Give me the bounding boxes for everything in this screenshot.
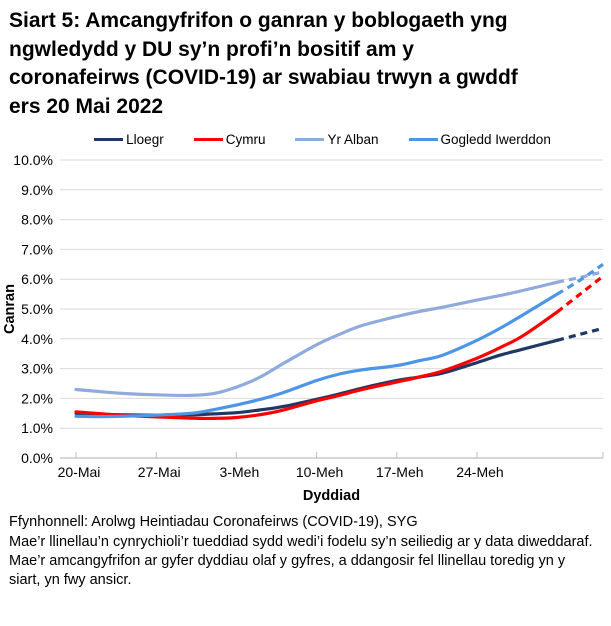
footer: Ffynhonnell: Arolwg Heintiadau Coronafei… [9, 513, 599, 591]
series-line-dashed-lloegr [556, 327, 604, 343]
note-text: Mae’r llinellau’n cynrychioli’r tueddiad… [9, 533, 593, 589]
chart-title-line-4: ers 20 Mai 2022 [9, 94, 164, 118]
chart-title-line-2: ngwledydd y DU sy’n profi’n bositif am y [9, 37, 414, 61]
legend: Lloegr Cymru Yr Alban Gogledd Iwerddon [34, 130, 611, 148]
x-axis-title: Dyddiad [303, 488, 360, 504]
series-line-gogledd-iwerddon [74, 292, 559, 419]
chart-title-line-1: Siart 5: Amcangyfrifon o ganran y boblog… [9, 9, 508, 32]
y-tick-label: 5.0% [21, 301, 53, 317]
legend-label: Cymru [225, 131, 266, 147]
x-tick-label: 20-Mai [58, 464, 101, 480]
x-tick-label: 24-Meh [456, 464, 503, 480]
legend-item-yr-alban: Yr Alban [295, 131, 379, 147]
series-line-cymru [74, 310, 559, 421]
series-line-dashed-gogledd-iwerddon [556, 263, 604, 296]
y-tick-label: 8.0% [21, 212, 53, 228]
chart-title-line-3: coronafeirws (COVID-19) ar swabiau trwyn… [9, 66, 518, 90]
legend-label: Lloegr [126, 131, 164, 147]
y-tick-label: 10.0% [13, 152, 53, 168]
y-tick-label: 1.0% [21, 420, 53, 436]
chart-svg: 0.0% 1.0% 2.0% 3.0% 4.0% 5.0% 6.0% 7.0% 8.0% 9.0%… [2, 152, 604, 504]
y-tick-label: 7.0% [21, 242, 53, 258]
series-line-dashed-cymru [556, 275, 604, 314]
y-tick-label: 4.0% [21, 331, 53, 347]
series-line-lloegr [74, 338, 559, 417]
legend-line-swatch-icon [295, 137, 325, 141]
y-tick-label: 0.0% [21, 450, 53, 466]
chart-title: Siart 5: Amcangyfrifon o ganran y boblog… [9, 7, 603, 121]
legend-line-swatch-icon [193, 137, 223, 141]
legend-item-lloegr: Lloegr [94, 132, 164, 147]
legend-line-swatch-icon [408, 137, 438, 141]
legend-item-gogledd-iwerddon: Gogledd Iwerddon [408, 131, 551, 147]
series-line-dashed-yr-alban [556, 270, 604, 284]
x-tick-label: 3-Meh [220, 464, 260, 480]
y-axis-title: Canran [2, 284, 18, 334]
x-tick-label: 17-Meh [376, 464, 423, 480]
legend-label: Yr Alban [327, 131, 379, 147]
legend-line-swatch-icon [94, 137, 124, 141]
source-text: Ffynhonnell: Arolwg Heintiadau Coronafei… [9, 514, 418, 531]
y-tick-label: 9.0% [21, 182, 53, 198]
y-tick-label: 3.0% [21, 361, 53, 377]
legend-item-cymru: Cymru [193, 131, 266, 147]
y-tick-label: 2.0% [21, 391, 53, 407]
legend-label: Gogledd Iwerddon [440, 131, 551, 147]
y-tick-label: 6.0% [21, 271, 53, 287]
x-tick-label: 27-Mai [138, 464, 181, 480]
series-line-yr-alban [74, 280, 559, 398]
x-tick-label: 10-Meh [296, 464, 343, 480]
